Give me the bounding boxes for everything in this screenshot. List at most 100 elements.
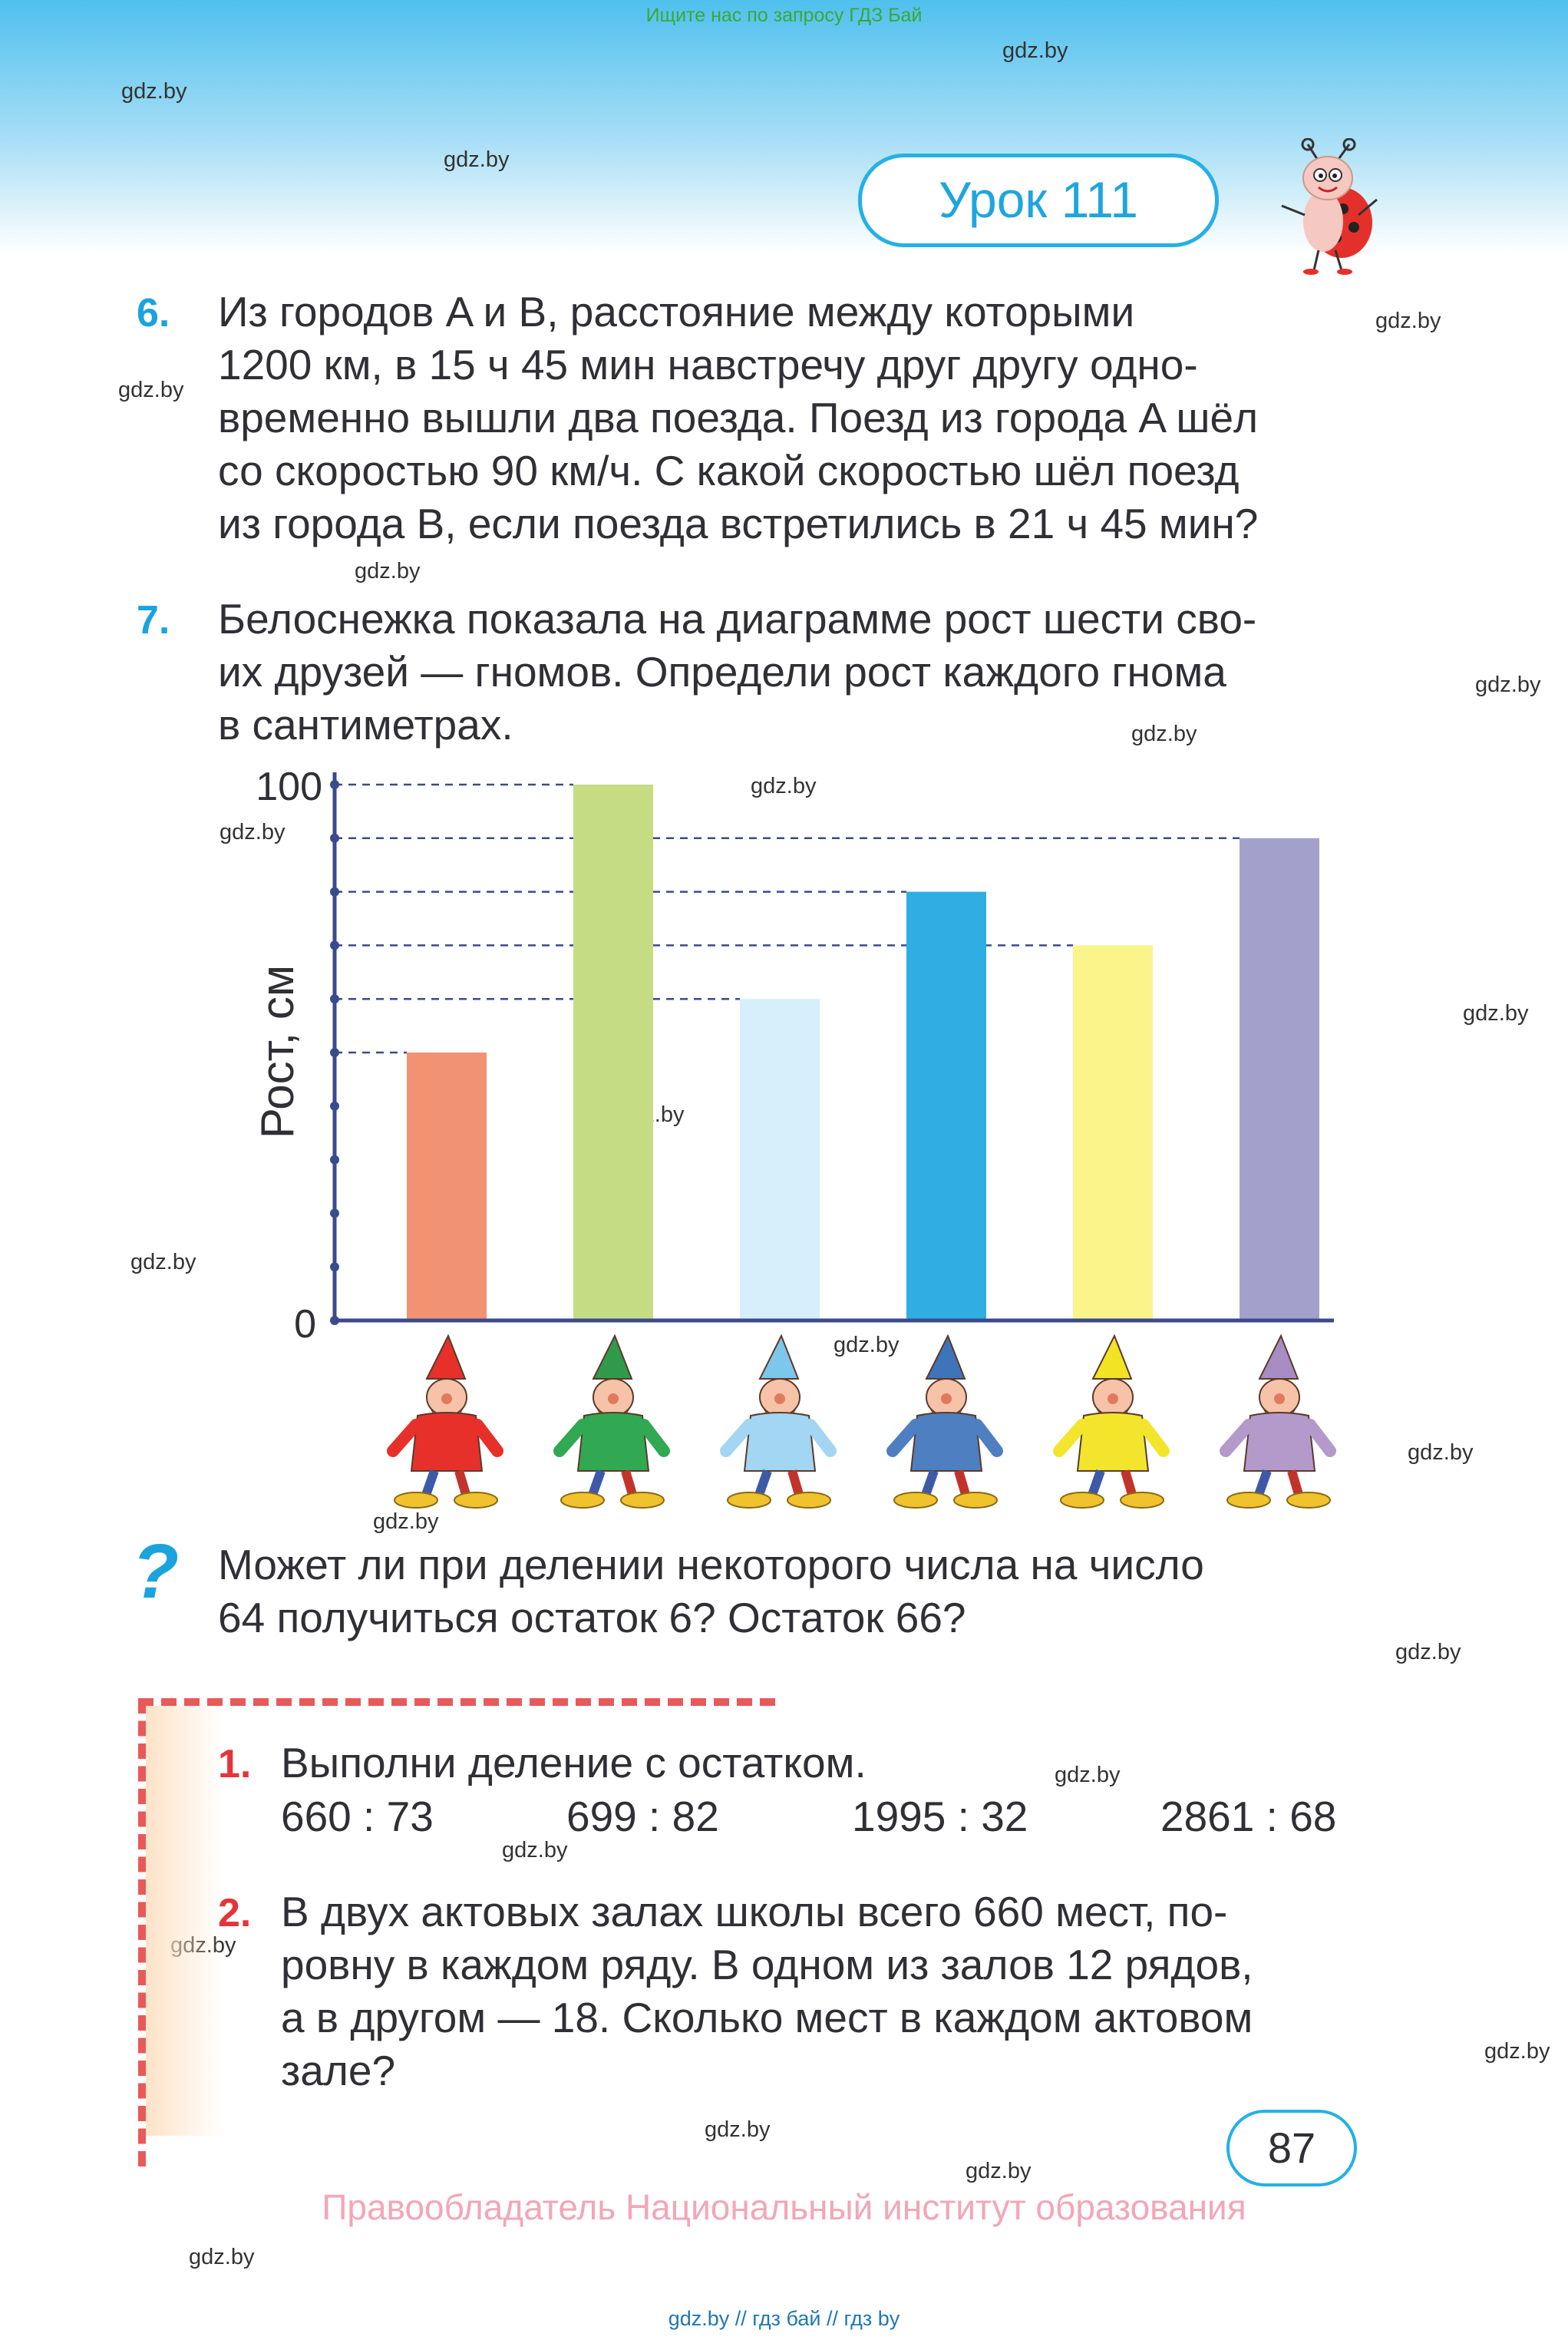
watermark: gdz.by [121,79,187,104]
gnome-hat [1258,1334,1299,1380]
task-line: 1200 км, в 15 ч 45 мин навстречу друг др… [218,341,1198,388]
task-line: из города B, если поезда встретились в 2… [218,500,1259,547]
search-banner[interactable]: Ищите нас по запросу ГДЗ Бай [645,5,923,26]
gnome-hat [425,1334,467,1380]
gnome-nose [1108,1393,1118,1404]
gnome-coat [909,1412,983,1472]
height-bar-chart: 0 100 Рост, см [252,765,1336,1509]
gnome-shoe [787,1492,831,1509]
gnome-light-blue-icon [720,1334,837,1509]
watermark: gdz.by [502,1838,568,1862]
tick-dot [330,1155,339,1165]
review-task-2-text: В двух актовых залах школы всего 660 мес… [281,1886,1363,2097]
gnome-shoe [1060,1492,1104,1509]
tick-dot [330,994,339,1004]
task-7-text: Белоснежка показала на диаграмме рост ше… [218,593,1362,752]
gnome-green-icon [553,1334,670,1509]
division-example: 660 : 73 [281,1793,434,1840]
watermark: gdz.by [705,2117,771,2142]
gnome-arm [387,1419,422,1457]
gnome-red-icon [387,1334,503,1509]
watermark: gdz.by [966,2159,1032,2183]
gnome-arm [720,1419,755,1457]
gnome-coat [1243,1412,1316,1472]
task-number: 6. [137,291,170,335]
gnome-hat [925,1334,966,1380]
gnome-arm [1137,1419,1170,1457]
task-line: Из городов A и B, расстояние между котор… [218,288,1135,335]
gnome-arm [553,1419,589,1457]
watermark: gdz.by [373,1509,439,1534]
tick-dot [330,940,339,950]
tick-dot [330,1101,339,1111]
question-mark-icon: ? [132,1529,180,1615]
division-example: 1995 : 32 [852,1793,1028,1840]
gnome-arm [638,1419,670,1457]
watermark: gdz.by [1484,2039,1550,2064]
gnome-nose [774,1393,785,1404]
watermark: gdz.by [444,147,510,172]
task-number: 2. [218,1891,252,1935]
gnome-shoe [1226,1492,1271,1509]
gnome-blue-icon [886,1334,1003,1509]
gnome-yellow-icon [1053,1334,1170,1509]
division-example: 2861 : 68 [1160,1793,1337,1840]
gnome-arm [971,1419,1003,1457]
gnome-coat [410,1412,484,1472]
gnome-coat [743,1412,817,1472]
tick-dot [330,1048,339,1057]
page-number: 87 [1226,2110,1357,2186]
ladybug-icon [1281,138,1378,275]
task-line: временно вышли два поезда. Поезд из горо… [218,394,1259,441]
watermark: gdz.by [1463,1001,1529,1026]
task-line: Белоснежка показала на диаграмме рост ше… [218,595,1257,643]
gnome-arm [886,1419,922,1457]
division-example: 699 : 82 [566,1793,719,1840]
task-6-text: Из городов A и B, расстояние между котор… [218,286,1362,550]
gnome-hat [758,1334,800,1380]
bottom-links[interactable]: gdz.by // гдз бай // гдз by [668,2307,900,2330]
gnome-shoe [394,1492,438,1509]
watermark: gdz.by [1375,309,1441,333]
bar-yellow [1073,945,1153,1320]
question-text: Может ли при делении некоторого числа на… [218,1539,1362,1644]
watermark: gdz.by [1408,1440,1474,1465]
bar-purple [1240,838,1319,1320]
watermark: gdz.by [355,559,421,583]
gnome-shoe [727,1492,771,1509]
tick-dot [330,887,339,897]
task-number: 7. [137,598,170,643]
gnome-arm [1053,1419,1088,1457]
bar-light-blue [740,999,820,1320]
question-line: Может ли при делении некоторого числа на… [218,1541,1204,1588]
gnome-nose [441,1393,452,1404]
task-line: а в другом — 18. Сколько мест в каждом а… [281,1994,1253,2041]
gnome-shoe [560,1492,605,1509]
gnome-nose [941,1393,952,1404]
tick-dot [330,780,339,789]
tick-dot [330,1316,339,1325]
gnome-hat [592,1334,633,1380]
lesson-title: Урок 111 [858,154,1219,247]
gnome-shoe [1120,1492,1164,1509]
task-line: ровну в каждом ряду. В одном из залов 12… [281,1941,1253,1988]
task-number: 1. [218,1742,252,1786]
watermark: gdz.by [189,2245,255,2269]
y-axis-label: Рост, см [252,965,303,1139]
task-line: их друзей — гномов. Определи рост каждог… [218,648,1226,696]
gnome-shoe [1286,1492,1331,1509]
task-line: В двух актовых залах школы всего 660 мес… [281,1888,1228,1935]
watermark: gdz.by [118,378,184,402]
task-line: со скоростью 90 км/ч. С какой скоростью … [218,447,1240,494]
tick-label-100: 100 [256,765,322,809]
watermark: gdz.by [1475,673,1541,697]
review-task-1-text: Выполни деление с остатком. [281,1739,867,1786]
tick-dot [330,1208,339,1218]
bar-blue [906,891,986,1320]
gnome-coat [576,1412,650,1472]
watermark: gdz.by [220,820,286,844]
gnome-arm [1304,1419,1336,1457]
review-frame-fade [146,1706,223,2136]
gnome-shoe [953,1492,998,1509]
gnome-arm [1220,1419,1255,1457]
